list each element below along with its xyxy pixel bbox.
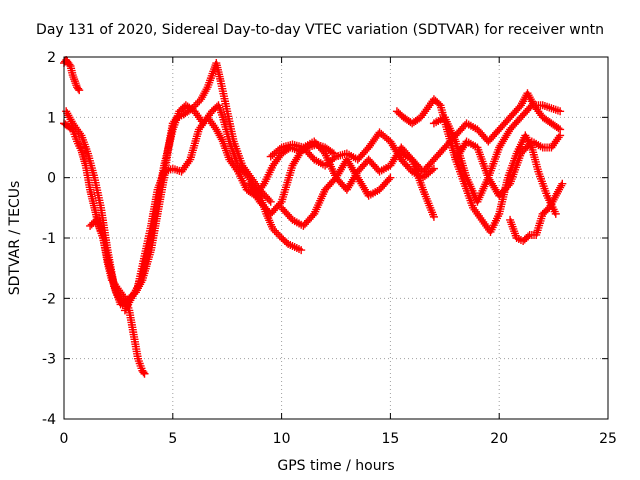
series-trace-3 xyxy=(62,101,306,309)
series-trace-7 xyxy=(266,128,438,182)
x-tick-label: 0 xyxy=(60,431,69,447)
data-point xyxy=(268,224,277,233)
y-tick-label: -3 xyxy=(42,352,56,368)
data-point xyxy=(188,104,197,113)
data-marks xyxy=(60,56,567,378)
y-tick-label: -1 xyxy=(42,231,56,247)
data-point xyxy=(328,148,337,157)
data-point xyxy=(270,226,279,235)
data-point xyxy=(139,368,148,377)
data-point xyxy=(558,179,567,188)
y-axis-label: SDTVAR / TECUs xyxy=(7,181,23,296)
x-tick-label: 20 xyxy=(490,431,508,447)
data-point xyxy=(428,166,437,175)
x-tick-label: 15 xyxy=(381,431,399,447)
data-point xyxy=(190,102,199,111)
data-point xyxy=(386,173,395,182)
data-point xyxy=(504,181,513,190)
series-trace-4 xyxy=(86,59,275,309)
series-trace-9 xyxy=(392,95,560,236)
series-trace-11 xyxy=(429,101,565,206)
x-tick-label: 5 xyxy=(168,431,177,447)
data-point xyxy=(526,102,535,111)
data-point xyxy=(140,369,149,378)
data-point xyxy=(556,131,565,140)
data-point xyxy=(65,60,74,69)
data-point xyxy=(384,175,393,184)
data-point xyxy=(191,100,200,109)
y-tick-label: -4 xyxy=(42,412,56,428)
data-point xyxy=(272,228,281,237)
data-point xyxy=(274,230,283,239)
data-point xyxy=(551,209,560,218)
data-point xyxy=(276,199,285,208)
series-trace-12 xyxy=(451,131,565,200)
data-point xyxy=(75,86,84,95)
series-trace-1 xyxy=(60,56,84,95)
series-trace-8 xyxy=(277,155,395,230)
data-point xyxy=(74,84,83,93)
chart-title: Day 131 of 2020, Sidereal Day-to-day VTE… xyxy=(36,22,604,38)
data-point xyxy=(193,98,202,107)
series-trace-13 xyxy=(506,179,567,246)
x-tick-label: 25 xyxy=(599,431,617,447)
data-point xyxy=(554,124,563,133)
data-point xyxy=(297,246,306,255)
x-axis-label: GPS time / hours xyxy=(277,458,394,474)
data-point xyxy=(556,107,565,116)
data-point xyxy=(265,196,274,205)
data-point xyxy=(266,197,275,206)
axis-ticks: 0 5 10 15 20 25 -4 -3 -2 -1 0 1 2 xyxy=(42,50,617,447)
y-tick-label: 0 xyxy=(47,171,56,187)
y-tick-label: 2 xyxy=(47,50,56,66)
y-tick-label: -2 xyxy=(42,291,56,307)
data-point xyxy=(524,232,533,241)
x-tick-label: 10 xyxy=(273,431,291,447)
data-point xyxy=(429,212,438,221)
data-point xyxy=(429,164,438,173)
y-tick-label: 1 xyxy=(47,110,56,126)
plot-frame xyxy=(63,56,609,420)
